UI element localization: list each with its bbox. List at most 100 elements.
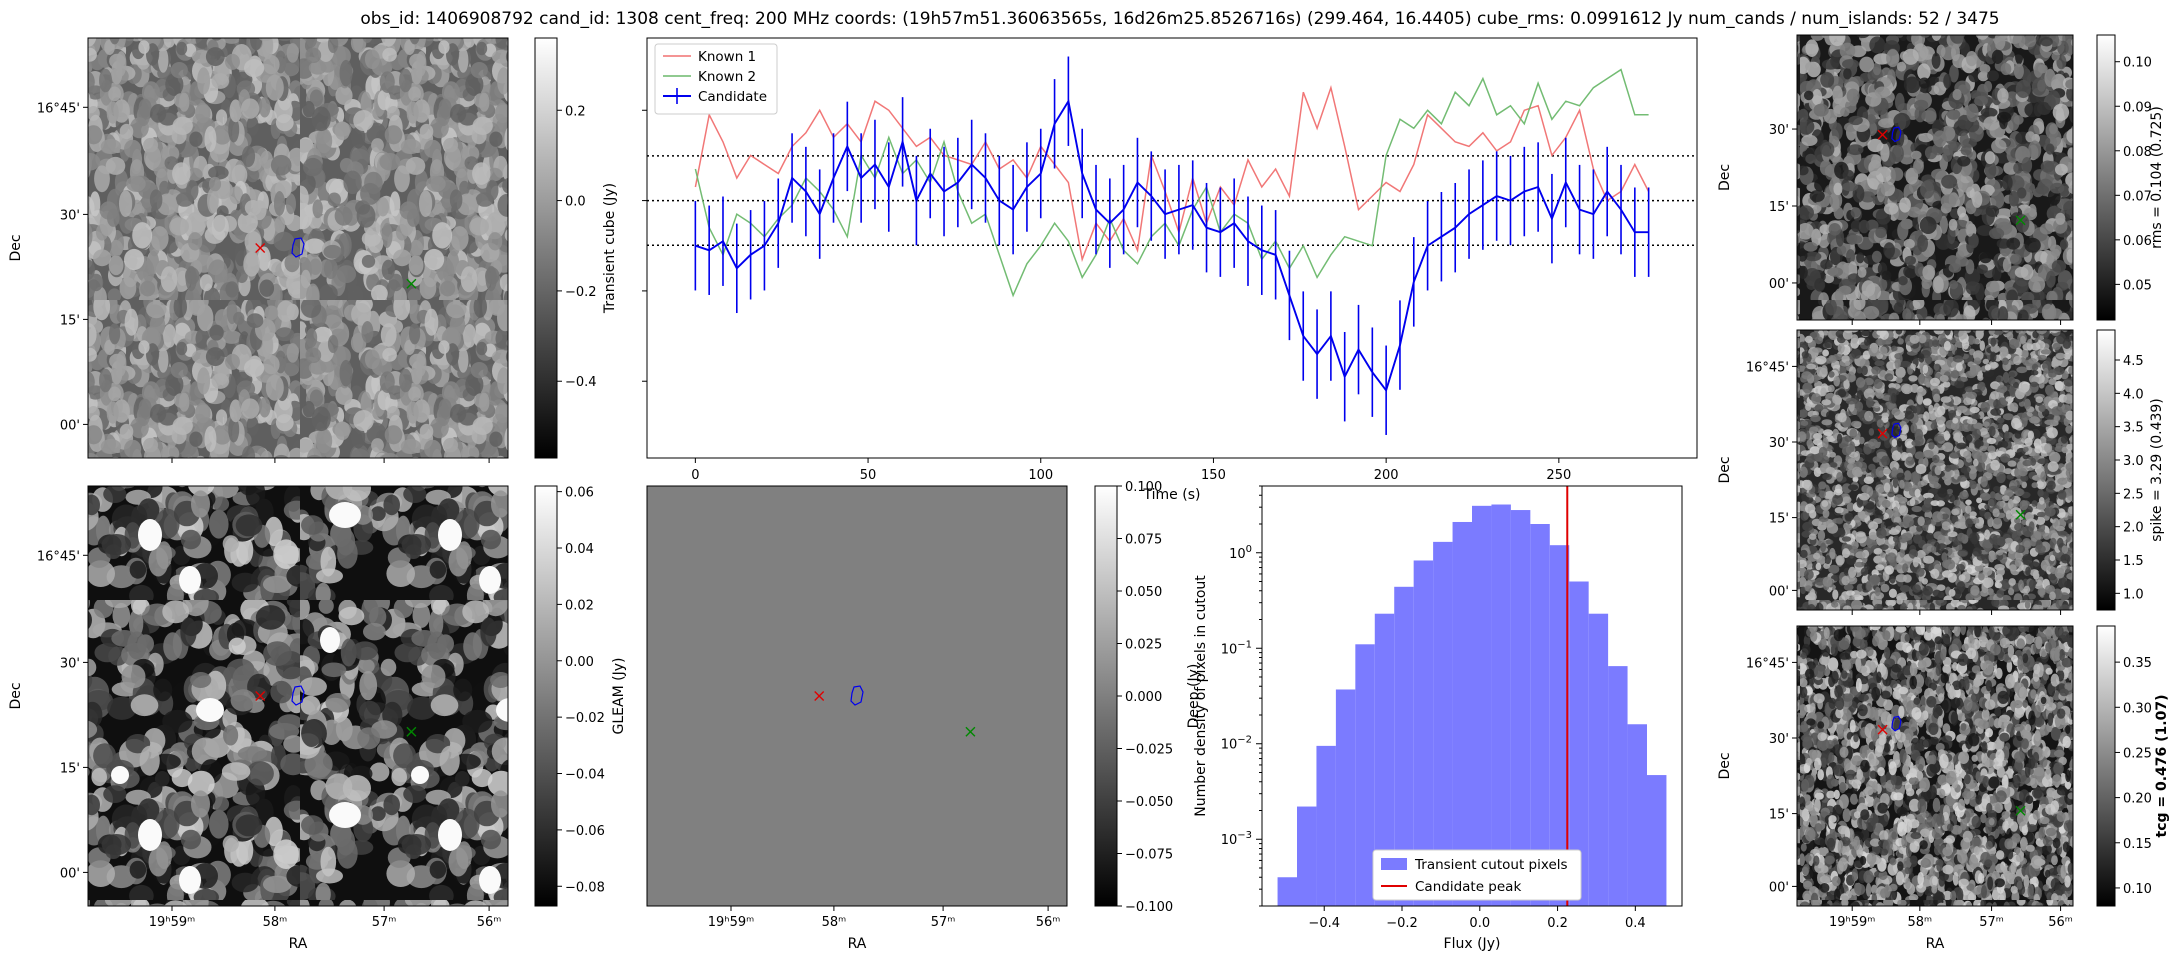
rms-cbar-label: rms = 0.104 (0.725) — [2149, 106, 2165, 249]
gleam-xtick-label: 56ᵐ — [477, 915, 502, 930]
hist-bar — [1335, 689, 1356, 906]
tcg-frame — [1796, 625, 2074, 907]
transient-ytick-label: 15' — [60, 313, 80, 328]
hist-bar — [1433, 541, 1453, 906]
tcg-cbar-label: tcg = 0.476 (1.07) — [2154, 695, 2170, 838]
tcg-cbar-tick-label: 0.15 — [2123, 837, 2152, 852]
transient-frame — [87, 37, 509, 459]
deep-cbar-tick-label: 0.050 — [1125, 585, 1162, 600]
tcg-ytick-label: 16°45' — [1746, 656, 1789, 671]
hist-bar — [1472, 505, 1492, 906]
tcg-xtick-label: 19ʰ59ᵐ — [1829, 915, 1875, 930]
gleam-ytick-label: 00' — [60, 866, 80, 881]
rms-cbar-tick-label: 0.10 — [2123, 56, 2152, 71]
lightcurve-xtick-label: 250 — [1546, 468, 1571, 483]
deep-cbar-tick-label: −0.075 — [1125, 848, 1173, 863]
transient-image — [88, 38, 508, 458]
transient-ytick-label: 16°45' — [37, 101, 80, 116]
gleam-candidate-contour — [291, 685, 305, 706]
tcg-cbar-tick-label: 0.35 — [2123, 656, 2152, 671]
deep-cbar-tick-label: 0.075 — [1125, 533, 1162, 548]
deep-cbar-tick-label: −0.100 — [1125, 900, 1173, 915]
tcg-green-marker — [2015, 805, 2026, 816]
lightcurve-legend: Known 1 Known 2 Candidate — [654, 43, 778, 115]
deep-cbar-tick-label: −0.050 — [1125, 795, 1173, 810]
lightcurve-xlabel: Time (s) — [1143, 487, 1201, 503]
tcg-xlabel: RA — [1926, 936, 1945, 952]
gleam-colorbar — [534, 485, 558, 907]
figure-title: obs_id: 1406908792 cand_id: 1308 cent_fr… — [360, 9, 1999, 29]
gleam-cbar-tick-label: −0.04 — [565, 768, 605, 783]
hist-bar — [1627, 724, 1647, 906]
gleam-cbar-tick-label: −0.02 — [565, 711, 605, 726]
spike-ytick-label: 15' — [1769, 512, 1789, 527]
transient-green-marker — [406, 278, 417, 289]
deep-cbar-tick-label: 0.000 — [1125, 690, 1162, 705]
deep-frame — [646, 485, 1068, 907]
tcg-cbar-tick-label: 0.25 — [2123, 746, 2152, 761]
spike-red-marker — [1877, 428, 1888, 439]
transient-ytick-label: 30' — [60, 208, 80, 223]
hist-legend: Transient cutout pixels Candidate peak — [1372, 849, 1582, 901]
hist-xtick-label: 0.4 — [1625, 916, 1646, 931]
tcg-cbar-tick-label: 0.10 — [2123, 882, 2152, 897]
hist-bar — [1355, 644, 1375, 906]
series-line-1 — [694, 68, 1649, 298]
transient-candidate-contour — [291, 237, 305, 258]
rms-candidate-contour — [1891, 126, 1902, 143]
series-line-2 — [695, 98, 1649, 393]
rms-colorbar — [2096, 34, 2116, 321]
spike-cbar-tick-label: 2.5 — [2123, 487, 2144, 502]
hist-xtick-label: 0.0 — [1469, 916, 1490, 931]
hist-bar — [1588, 613, 1609, 906]
hist-ytick-label: 100 — [1229, 544, 1252, 562]
gleam-image — [88, 486, 508, 906]
spike-cbar-tick-label: 2.0 — [2123, 521, 2144, 536]
transient-cbar-label: Transient cube (Jy) — [602, 183, 618, 314]
spike-cbar-tick-label: 4.5 — [2123, 354, 2144, 369]
rms-cbar-tick-label: 0.08 — [2123, 145, 2152, 160]
deep-cbar-tick-label: 0.100 — [1125, 480, 1162, 495]
gleam-cbar-tick-label: −0.06 — [565, 824, 605, 839]
legend-label-1: Known 2 — [698, 69, 756, 85]
tcg-ylabel: Dec — [1717, 752, 1733, 779]
transient-cbar-tick-label: 0.2 — [565, 104, 586, 119]
gleam-ytick-label: 16°45' — [37, 549, 80, 564]
hist-xlabel: Flux (Jy) — [1444, 936, 1501, 952]
gleam-red-marker — [255, 691, 266, 701]
deep-xtick-label: 19ʰ59ᵐ — [708, 915, 754, 930]
tcg-xtick-label: 57ᵐ — [1979, 915, 2004, 930]
tcg-cbar-tick-label: 0.20 — [2123, 792, 2152, 807]
lightcurve-axes-bg — [647, 38, 1697, 458]
lightcurve-xtick-label: 50 — [860, 468, 877, 483]
hist-bar — [1491, 504, 1511, 906]
transient-cbar-tick-label: −0.2 — [565, 285, 597, 300]
tcg-colorbar — [2096, 625, 2116, 907]
rms-cbar-tick-label: 0.05 — [2123, 278, 2152, 293]
rms-green-marker — [2015, 215, 2026, 226]
spike-cbar-tick-label: 3.0 — [2123, 454, 2144, 469]
lightcurve-xtick-label: 100 — [1028, 468, 1053, 483]
transient-cbar-tick-label: −0.4 — [565, 375, 597, 390]
hist-ylabel: Number density of pixels in cutout — [1193, 575, 1209, 817]
tcg-cbar-tick-label: 0.30 — [2123, 701, 2152, 716]
deep-xtick-label: 58ᵐ — [822, 915, 847, 930]
gleam-frame — [87, 485, 509, 907]
rms-ytick-label: 00' — [1769, 277, 1789, 292]
spike-colorbar — [2096, 329, 2116, 611]
transient-colorbar — [534, 37, 558, 459]
tcg-red-marker — [1877, 724, 1888, 735]
transient-red-marker — [255, 243, 266, 253]
gleam-xtick-label: 58ᵐ — [263, 915, 288, 930]
deep-xtick-label: 56ᵐ — [1036, 915, 1061, 930]
hist-bar — [1549, 545, 1570, 906]
deep-colorbar — [1094, 485, 1118, 907]
hist-bar — [1569, 581, 1589, 906]
hist-bar — [1452, 521, 1472, 906]
hist-bar — [1394, 586, 1414, 906]
spike-frame — [1796, 329, 2074, 611]
hist-bar — [1277, 877, 1297, 906]
rms-cbar-tick-label: 0.06 — [2123, 234, 2152, 249]
spike-cbar-label: spike = 3.29 (0.439) — [2149, 398, 2165, 542]
